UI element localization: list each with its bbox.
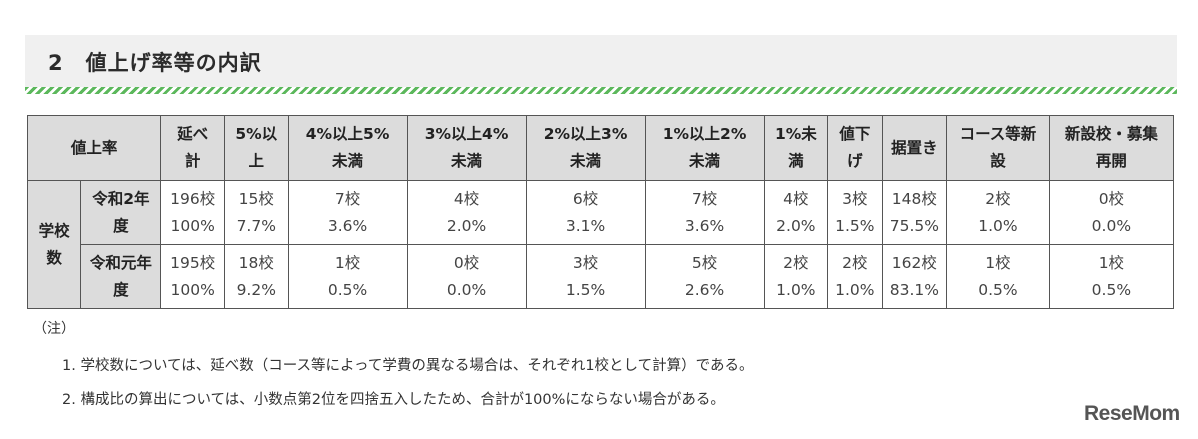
school-count: 195校 (170, 253, 216, 272)
school-count: 18校 (238, 253, 274, 272)
ratio: 2.0% (776, 216, 816, 235)
column-header: 延べ計 (160, 115, 225, 181)
table-cell: 7校 3.6% (287, 180, 408, 245)
ratio: 1.0% (776, 280, 816, 299)
ratio: 1.0% (978, 216, 1018, 235)
school-count: 15校 (238, 189, 274, 208)
table-cell: 1校 0.5% (946, 244, 1050, 309)
ratio: 83.1% (889, 280, 939, 299)
table-cell: 6校 3.1% (525, 180, 646, 245)
ratio: 2.0% (446, 216, 487, 235)
column-header: 値下げ (827, 115, 883, 181)
price-increase-table: 値上率 延べ計 5%以上 4%以上5% 未満 3%以上4% 未満 2%以上3% 未満 1%以上2… (26, 115, 1175, 309)
table-cell: 195校 100% (160, 244, 225, 309)
table-header-row: 値上率 延べ計 5%以上 4%以上5% 未満 3%以上4% 未満 2%以上3% 未満 1%以上2… (26, 115, 1175, 181)
school-count: 0校 (453, 253, 480, 272)
ratio: 1.5% (835, 216, 875, 235)
column-header: 3%以上4% 未満 (406, 115, 527, 181)
resemom-logo: ReseMom (1084, 402, 1180, 425)
school-count: 0校 (1098, 189, 1125, 208)
table-cell: 15校 7.7% (223, 180, 289, 245)
heading-underline-stripe (25, 87, 1177, 94)
column-header: コース等新設 (946, 115, 1050, 181)
column-header: 新設校・募集 再開 (1048, 115, 1175, 181)
table-cell: 3校 1.5% (525, 244, 646, 309)
ratio: 0.5% (327, 280, 368, 299)
ratio: 1.0% (835, 280, 875, 299)
ratio: 0.0% (446, 280, 487, 299)
school-count: 5校 (691, 253, 718, 272)
section-heading: 2 値上げ率等の内訳 (48, 51, 262, 75)
school-count: 1校 (334, 253, 361, 272)
table-cell: 3校 1.5% (827, 180, 883, 245)
column-header: 1%未満 (763, 115, 829, 181)
row-label: 令和元年度 (80, 244, 162, 309)
ratio: 2.6% (684, 280, 725, 299)
table-row: 学校 数 令和2年度 196校 100% 15校 7.7% 7校 3.6% 4校 2.0% 6校 3… (26, 180, 1175, 309)
note-item: 1. 学校数については、延べ数（コース等によって学費の異なる場合は、それぞれ1校… (62, 358, 754, 374)
table-cell: 4校 2.0% (763, 180, 829, 245)
school-count: 148校 (891, 189, 937, 208)
table-cell: 0校 0.0% (406, 244, 527, 309)
column-header: 2%以上3% 未満 (525, 115, 646, 181)
table-cell: 148校 75.5% (881, 180, 948, 245)
ratio: 1.5% (565, 280, 606, 299)
table-cell: 2校 1.0% (827, 244, 883, 309)
school-count: 4校 (453, 189, 480, 208)
table-cell: 0校 0.0% (1048, 180, 1175, 245)
table-cell: 196校 100% (160, 180, 225, 245)
column-header: 5%以上 (223, 115, 289, 181)
ratio: 9.2% (236, 280, 276, 299)
table-cell: 7校 3.6% (644, 180, 765, 245)
note-item: 2. 構成比の算出については、小数点第2位を四捨五入したため、合計が100%にな… (62, 392, 725, 408)
column-header: 4%以上5% 未満 (287, 115, 408, 181)
school-count: 7校 (334, 189, 361, 208)
table-cell: 2校 1.0% (946, 180, 1050, 245)
table-cell: 5校 2.6% (644, 244, 765, 309)
notes-title: （注） (33, 321, 75, 337)
table-cell: 2校 1.0% (763, 244, 829, 309)
ratio: 100% (170, 280, 215, 299)
ratio: 7.7% (236, 216, 276, 235)
ratio: 0.5% (1091, 280, 1132, 299)
school-count: 2校 (783, 253, 809, 272)
table-cell: 1校 0.5% (1048, 244, 1175, 309)
school-count: 196校 (170, 189, 216, 208)
ratio: 100% (170, 216, 215, 235)
header-label: 値上率 (26, 115, 162, 181)
school-count: 4校 (783, 189, 809, 208)
column-header: 据置き (881, 115, 948, 181)
school-count: 3校 (572, 253, 599, 272)
ratio: 0.0% (1091, 216, 1132, 235)
school-count: 6校 (572, 189, 599, 208)
table-cell: 4校 2.0% (406, 180, 527, 245)
section-heading-bar: 2 値上げ率等の内訳 (25, 35, 1177, 87)
column-header: 1%以上2% 未満 (644, 115, 765, 181)
school-count: 7校 (691, 189, 718, 208)
row-group-label: 学校 数 (26, 180, 82, 309)
table-cell: 18校 9.2% (223, 244, 289, 309)
ratio: 0.5% (978, 280, 1018, 299)
ratio: 75.5% (889, 216, 939, 235)
ratio: 3.1% (565, 216, 606, 235)
school-count: 162校 (891, 253, 937, 272)
ratio: 3.6% (684, 216, 725, 235)
school-count: 2校 (842, 253, 868, 272)
school-count: 2校 (985, 189, 1011, 208)
table-cell: 162校 83.1% (881, 244, 948, 309)
school-count: 1校 (985, 253, 1011, 272)
row-label: 令和2年度 (80, 180, 162, 245)
school-count: 3校 (842, 189, 868, 208)
table-row: 令和元年度 195校 100% 18校 9.2% 1校 0.5% 0校 0.0% 3校 1.5% 5校… (28, 244, 1175, 309)
school-count: 1校 (1098, 253, 1125, 272)
table-cell: 1校 0.5% (287, 244, 408, 309)
ratio: 3.6% (327, 216, 368, 235)
